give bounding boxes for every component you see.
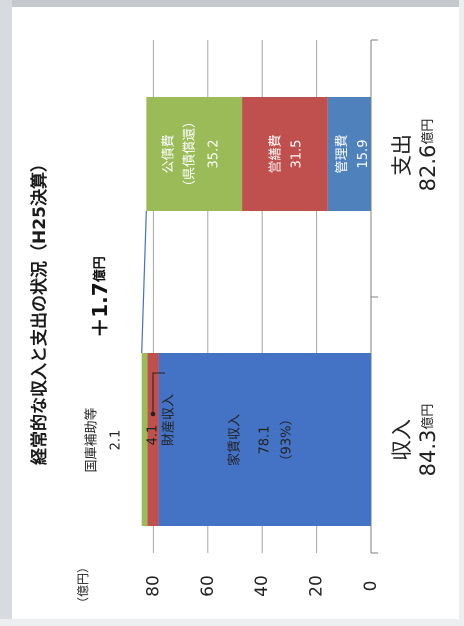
total-unit-支出: 億円 xyxy=(420,119,436,145)
category-label-収入: 収入 xyxy=(390,419,414,461)
tick-label-60: 60 xyxy=(198,575,218,597)
tick-label-20: 20 xyxy=(307,575,327,597)
bar-segment-営繕費 xyxy=(242,97,328,211)
category-label-支出: 支出 xyxy=(390,134,414,176)
chart-title: 経常的な収入と支出の状況（H25決算） xyxy=(29,155,50,465)
label-国庫補助等: 国庫補助等 xyxy=(84,407,100,472)
label-財産収入: 財産収入 xyxy=(160,394,176,446)
window-frame-left xyxy=(0,0,12,626)
bar-segment-家賃収入 xyxy=(158,353,371,526)
label-管理費: 管理費 xyxy=(335,134,350,173)
window-frame-right xyxy=(459,0,464,626)
bar-segment-管理費 xyxy=(327,97,371,211)
bar-segment-公債費 xyxy=(146,97,243,211)
window-frame-top xyxy=(0,0,464,7)
difference-connector-line xyxy=(141,210,147,354)
leader-line-財産収入 xyxy=(152,372,165,414)
bar-segment-財産収入 xyxy=(147,353,159,526)
difference-annotation: ＋1.7億円 xyxy=(88,256,112,337)
tick-label-80: 80 xyxy=(143,575,163,597)
share-家賃収入: （93%） xyxy=(279,413,294,468)
window-frame-bottom xyxy=(0,619,464,626)
value-管理費: 15.9 xyxy=(356,140,371,169)
total-収入: 84.3億円 xyxy=(416,404,440,477)
label-営繕費: 営繕費 xyxy=(267,134,283,173)
value-営繕費: 31.5 xyxy=(289,140,304,169)
label-家賃収入: 家賃収入 xyxy=(226,414,242,466)
y-axis-unit-label: （億円） xyxy=(76,561,90,609)
label-公債費: 公債費 xyxy=(162,134,177,173)
bars xyxy=(141,97,371,526)
value-財産収入: 4.1 xyxy=(145,425,160,446)
label-公債費-sub: （県債償還） xyxy=(183,115,198,193)
difference-annotation-unit: 億円 xyxy=(92,256,108,282)
text-layer: 経常的な収入と支出の状況（H25決算） 0 20 40 60 80 （億円） 家賃収入 78.1… xyxy=(29,115,440,609)
tick-label-40: 40 xyxy=(252,575,272,597)
value-公債費: 35.2 xyxy=(207,140,222,169)
value-家賃収入: 78.1 xyxy=(257,426,272,455)
tick-label-0: 0 xyxy=(361,581,381,592)
total-支出: 82.6億円 xyxy=(416,119,440,192)
total-unit-収入: 億円 xyxy=(420,404,436,430)
bar-segment-国庫補助等 xyxy=(141,353,148,526)
value-国庫補助等: 2.1 xyxy=(109,430,124,451)
